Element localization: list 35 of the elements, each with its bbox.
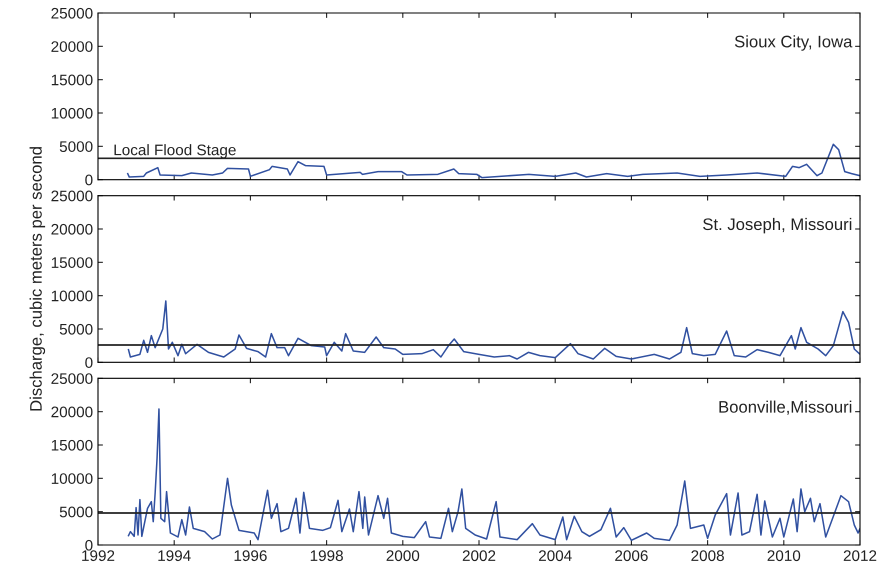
y-tick-label: 5000 (60, 324, 93, 335)
text: Sioux City, Iowa (734, 35, 852, 51)
y-tick-label: 0 (85, 357, 93, 368)
x-tick-label: 1996 (234, 550, 267, 562)
y-axis-title: Discharge, cubic meters per second (30, 147, 46, 411)
x-tick-label: 2012 (844, 550, 876, 562)
x-tick-label: 2000 (386, 550, 420, 562)
y-tick-label: 10000 (52, 290, 93, 302)
y-tick-label: 0 (85, 174, 93, 186)
y-tick-label: 25000 (51, 190, 93, 202)
y-tick-label: 5000 (60, 141, 93, 152)
x-tick-label: 1994 (158, 550, 191, 562)
y-tick-label: 5000 (60, 506, 93, 518)
text: Boonville,Missouri (719, 400, 852, 415)
y-tick-label: 15000 (52, 440, 93, 451)
y-tick-label: 10000 (52, 108, 93, 119)
y-tick-label: 15000 (52, 74, 93, 86)
y-tick-label: 10000 (52, 473, 93, 484)
y-tick-label: 0 (85, 540, 93, 551)
x-tick-label: 2010 (768, 550, 800, 562)
x-tick-label: 2008 (691, 550, 724, 562)
ref-line-label: Local Flood Stage (114, 144, 236, 158)
y-tick-label: 20000 (51, 224, 93, 235)
y-tick-label: 25000 (51, 373, 93, 384)
x-tick-label: 2004 (538, 550, 572, 562)
text: St. Joseph, Missouri (703, 218, 852, 234)
y-tick-label: 15000 (52, 257, 93, 268)
x-tick-label: 2006 (615, 550, 648, 562)
x-tick-label: 1992 (82, 550, 114, 562)
y-tick-label: 20000 (51, 406, 93, 418)
line-series (128, 300, 860, 360)
y-tick-label: 25000 (51, 8, 93, 19)
x-tick-label: 2002 (462, 550, 496, 562)
x-tick-label: 1998 (310, 550, 343, 562)
y-tick-label: 20000 (51, 41, 93, 52)
